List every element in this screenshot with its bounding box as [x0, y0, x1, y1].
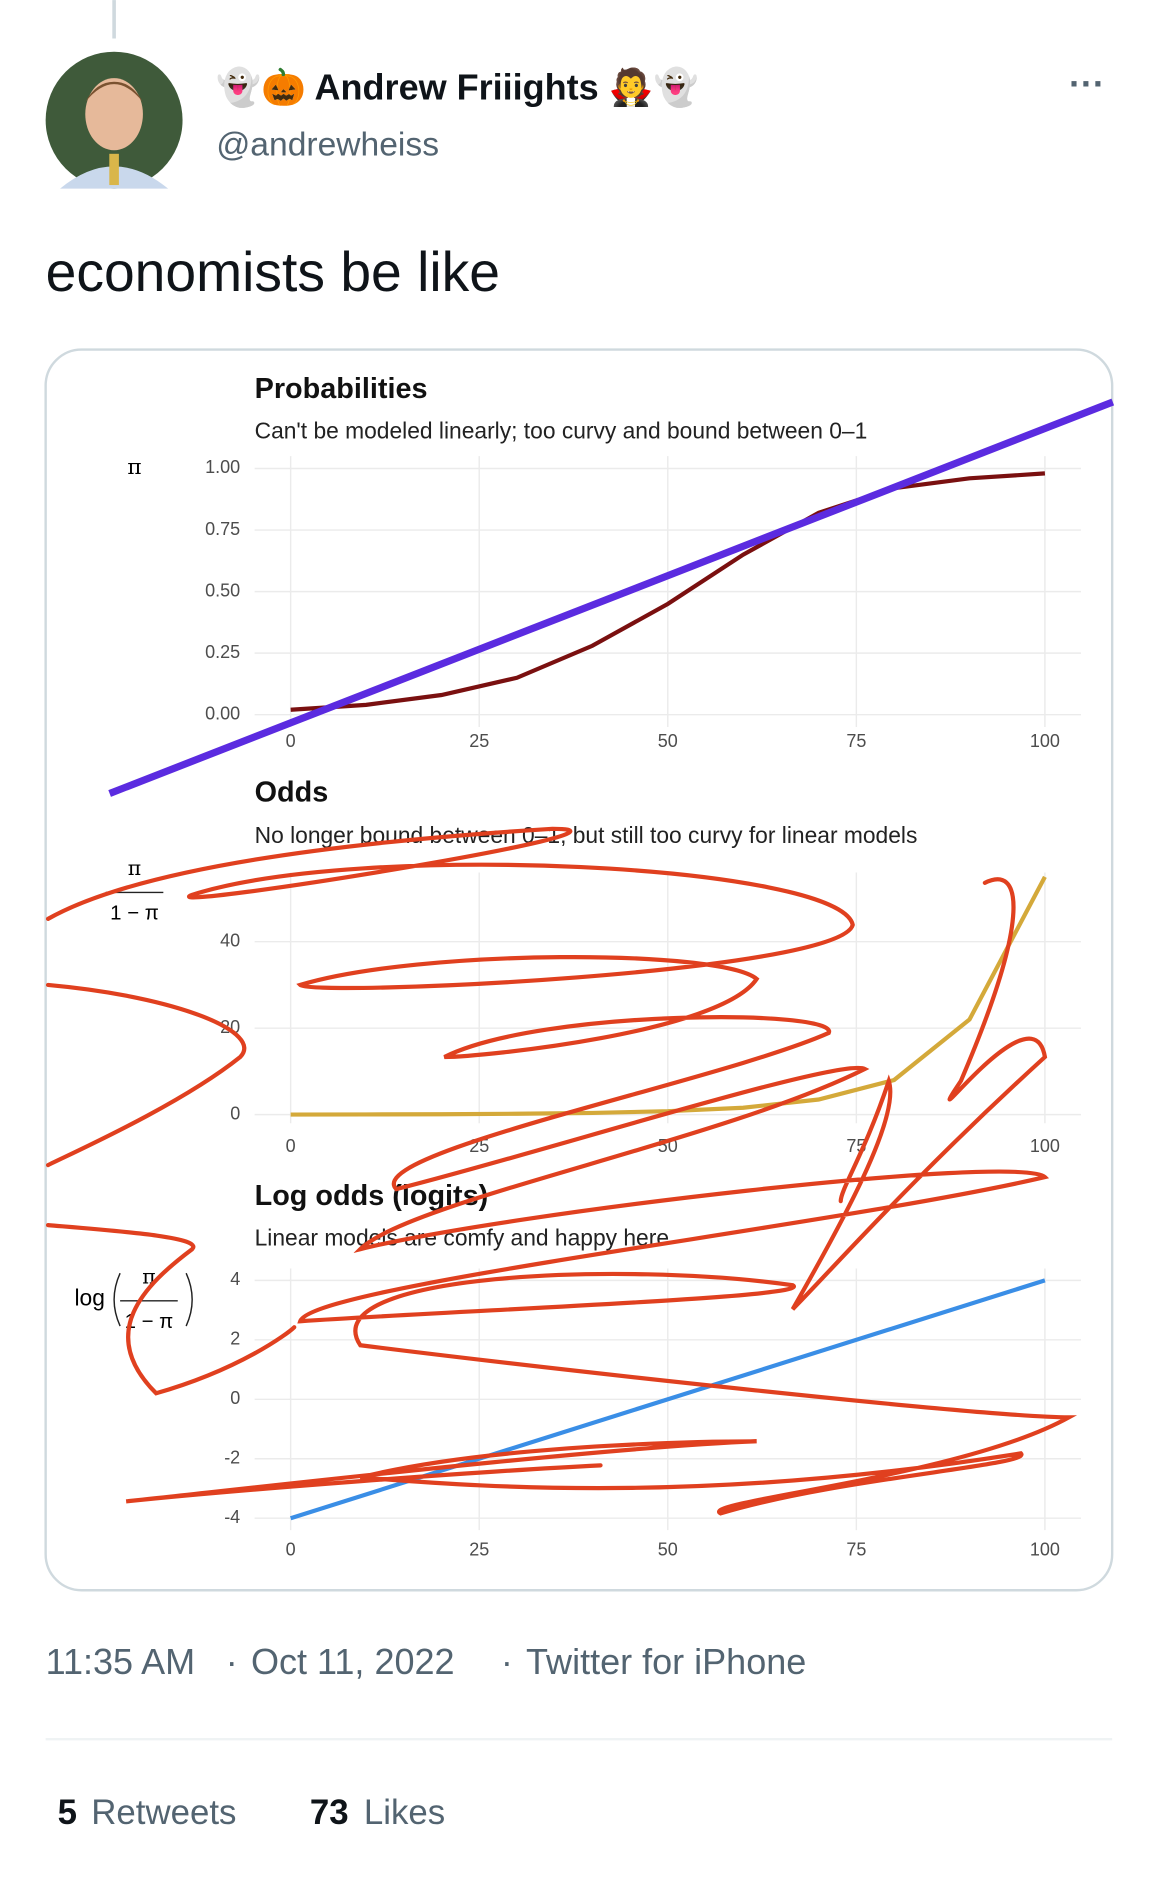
- y-axis-label: 1 − π: [125, 1311, 174, 1333]
- x-tick-label: 0: [286, 1539, 296, 1559]
- y-tick-label: -4: [224, 1507, 240, 1527]
- x-tick-label: 100: [1030, 1136, 1060, 1156]
- y-tick-label: 2: [230, 1329, 240, 1349]
- x-tick-label: 75: [846, 1539, 866, 1559]
- y-tick-label: 4: [230, 1269, 240, 1289]
- x-tick-label: 50: [658, 1539, 678, 1559]
- chart-subtitle: Can't be modeled linearly; too curvy and…: [255, 417, 868, 443]
- x-tick-label: 0: [286, 731, 296, 751]
- source[interactable]: Twitter for iPhone: [526, 1641, 806, 1682]
- y-tick-label: 0: [230, 1388, 240, 1408]
- x-tick-label: 25: [469, 1539, 489, 1559]
- scribble: [45, 826, 1078, 1516]
- separator: ·: [501, 1641, 513, 1682]
- chart-title: Probabilities: [255, 373, 428, 405]
- y-axis-label: 1 − π: [110, 902, 159, 924]
- x-tick-label: 100: [1030, 1539, 1060, 1559]
- more-button[interactable]: ···: [1069, 63, 1105, 104]
- chart-title: Odds: [255, 777, 329, 809]
- x-tick-label: 25: [469, 731, 489, 751]
- x-tick-label: 100: [1030, 731, 1060, 751]
- y-tick-label: 0.75: [205, 519, 240, 539]
- x-tick-label: 75: [846, 731, 866, 751]
- avatar[interactable]: [45, 51, 183, 189]
- y-tick-label: -2: [224, 1447, 240, 1467]
- tweet-text: economists be like: [46, 241, 500, 303]
- y-tick-label: 1.00: [205, 457, 240, 477]
- series-line: [108, 398, 1115, 797]
- likes-label[interactable]: Likes: [364, 1793, 445, 1832]
- paren: [113, 1272, 193, 1327]
- y-tick-label: 0.25: [205, 642, 240, 662]
- y-tick-label: 0: [230, 1103, 240, 1123]
- likes-count[interactable]: 73: [310, 1793, 349, 1832]
- y-tick-label: 40: [220, 930, 240, 950]
- y-tick-label: 0.50: [205, 580, 240, 600]
- separator: ·: [226, 1641, 238, 1682]
- y-axis-label: π: [128, 856, 141, 880]
- x-tick-label: 0: [286, 1136, 296, 1156]
- y-tick-label: 0.00: [205, 703, 240, 723]
- timestamp-date[interactable]: Oct 11, 2022: [251, 1641, 455, 1682]
- handle[interactable]: @andrewheiss: [216, 126, 439, 163]
- charts: Probabilities Can't be modeled linearly; …: [74, 373, 1115, 1559]
- series-line: [290, 471, 1046, 712]
- display-name[interactable]: 👻🎃 Andrew Friiights 🧛👻: [216, 66, 698, 110]
- y-axis-label: π: [127, 455, 141, 480]
- y-axis-label: log: [74, 1285, 104, 1311]
- timestamp-time[interactable]: 11:35 AM: [46, 1641, 196, 1682]
- retweets-label[interactable]: Retweets: [91, 1793, 236, 1832]
- x-tick-label: 50: [658, 731, 678, 751]
- retweets-count[interactable]: 5: [58, 1793, 77, 1832]
